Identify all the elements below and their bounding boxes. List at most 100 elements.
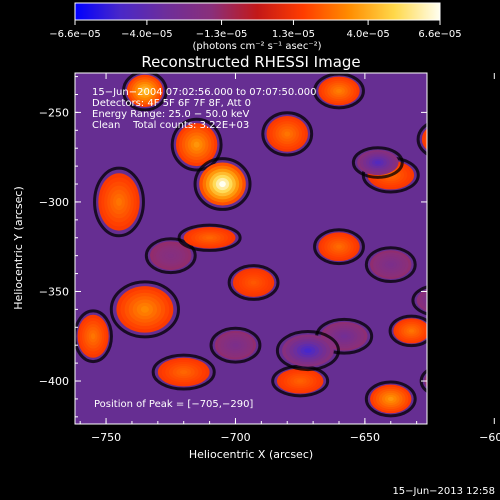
heatmap-blob — [434, 232, 477, 262]
heatmap-blob-level — [421, 128, 427, 150]
heatmap-blob-level — [284, 131, 291, 137]
heatmap-blob-level — [336, 244, 342, 249]
heatmap-blob — [315, 317, 374, 355]
heatmap-blob-contour — [151, 353, 216, 391]
heatmap-blob-level — [437, 377, 447, 384]
heatmap-blob-level — [478, 137, 484, 141]
heatmap-blob-level — [482, 169, 500, 200]
annotation-energy-range: Energy Range: 25.0 − 50.0 keV — [92, 109, 250, 120]
heatmap-blob-contour — [364, 246, 417, 284]
heatmap-blob — [271, 364, 330, 398]
heatmap-blob-level — [205, 236, 214, 240]
heatmap-blob — [144, 237, 197, 275]
heatmap-blob-level — [471, 227, 492, 241]
heatmap-blob — [416, 122, 458, 156]
heatmap-blob-level — [466, 223, 497, 244]
heatmap-blob — [170, 117, 223, 172]
x-tick-label: −650 — [350, 431, 380, 444]
heatmap-blob-level — [440, 236, 471, 257]
heatmap-blob-contour — [109, 280, 180, 339]
footer-date: 15−Jun−2013 12:58 — [392, 486, 495, 497]
heatmap-blob-level — [475, 135, 487, 143]
heatmap-blob-contour — [122, 73, 168, 112]
heatmap-blob-level — [443, 238, 469, 256]
heatmap-blob-level — [476, 231, 486, 238]
heatmap-blob-level — [422, 294, 427, 307]
heatmap-blob-contour — [209, 326, 262, 364]
heatmap-blob — [177, 223, 242, 252]
heatmap-blob-level — [431, 297, 443, 304]
annotation-detectors: Detectors: 4F 5F 6F 7F 8F, Att 0 — [92, 98, 252, 109]
annotation-time-range: 15−Jun−2004 07:02:56.000 to 07:07:50.000 — [92, 87, 317, 98]
heatmap-blob-level — [232, 343, 239, 348]
heatmap-blob-level — [472, 133, 490, 145]
colorbar: −6.6e−05 −4.0e−05 −1.3e−05 1.3e−05 4.0e−05 6.… — [49, 2, 462, 52]
heatmap-blob-level — [142, 88, 148, 94]
colorbar-tick-label: −6.6e−05 — [49, 29, 101, 40]
colorbar-tick-label: −1.3e−05 — [196, 29, 248, 40]
heatmap-blob-level — [387, 396, 394, 401]
heatmap-blob-level — [488, 174, 500, 194]
x-axis-label: Heliocentric X (arcsec) — [189, 448, 313, 461]
heatmap-blob-level — [460, 186, 466, 190]
heatmap-blob-level — [454, 182, 472, 193]
heatmap-blob-level — [90, 333, 96, 340]
heatmap-blob-contour — [457, 122, 500, 156]
heatmap-blob-level — [140, 306, 149, 313]
heatmap-blob-level — [474, 229, 490, 240]
y-tick-label: −350 — [39, 285, 69, 298]
heatmap-blob-level — [193, 141, 200, 148]
heatmap-blob-level — [467, 129, 497, 149]
heatmap-blob-level — [485, 171, 500, 197]
heatmap-blob-level — [440, 379, 445, 383]
heatmap-blob-level — [387, 262, 394, 267]
heatmap-blob-level — [445, 240, 466, 254]
heatmap-blob — [227, 264, 280, 301]
x-tick-label: −600 — [479, 431, 500, 444]
heatmap-blob — [209, 326, 262, 364]
heatmap-blob-level — [479, 232, 484, 236]
colorbar-units: (photons cm⁻² s⁻¹ asec⁻²) — [192, 41, 321, 52]
heatmap-blob-level — [443, 175, 484, 200]
heatmap-blob-contour — [193, 157, 252, 211]
heatmap-blob-level — [448, 241, 464, 252]
colorbar-tick-label: 6.6e−05 — [418, 29, 461, 40]
heatmap-blob — [109, 280, 180, 339]
heatmap-blob — [411, 285, 443, 316]
heatmap-blob-level — [437, 234, 473, 259]
heatmap-blob-level — [463, 222, 499, 247]
heatmap-blob-level — [430, 372, 456, 390]
chart-title: Reconstructed RHESSI Image — [141, 53, 360, 71]
heatmap-blob-level — [336, 88, 342, 93]
plot-frame — [74, 72, 428, 425]
heatmap-blob — [75, 309, 113, 364]
heatmap-blob-level — [428, 128, 458, 151]
heatmap-blob-level — [453, 245, 458, 249]
heatmap-blob-level — [427, 370, 458, 391]
heatmap-blob-level — [116, 197, 122, 207]
y-axis-label: Heliocentric Y (arcsec) — [12, 186, 25, 310]
heatmap-blob — [193, 157, 252, 211]
heatmap-blob — [439, 173, 488, 203]
heatmap-blob-contour — [227, 264, 280, 301]
y-tick-label: −400 — [39, 375, 69, 388]
heatmap-blob-level — [424, 374, 427, 388]
heatmap-blob-contour — [364, 380, 417, 418]
heatmap-blob-level — [219, 180, 226, 188]
heatmap-image — [75, 73, 500, 424]
x-axis-ticks: −750 −700 −650 −600 — [79, 73, 500, 444]
x-tick-label: −700 — [220, 431, 250, 444]
heatmap-blob-level — [424, 132, 427, 146]
heatmap-blob-level — [304, 348, 312, 353]
heatmap-blob — [151, 353, 216, 391]
heatmap-blob-contour — [93, 166, 145, 238]
colorbar-tick-label: 1.3e−05 — [272, 29, 315, 40]
heatmap-blob-level — [494, 179, 500, 189]
heatmap-blob-contour — [75, 309, 113, 364]
heatmap-blob-contour — [460, 219, 500, 249]
heatmap-blob-contour — [416, 122, 427, 156]
heatmap-blob — [351, 146, 404, 179]
heatmap-blob — [313, 73, 365, 110]
y-tick-label: −250 — [39, 106, 69, 119]
